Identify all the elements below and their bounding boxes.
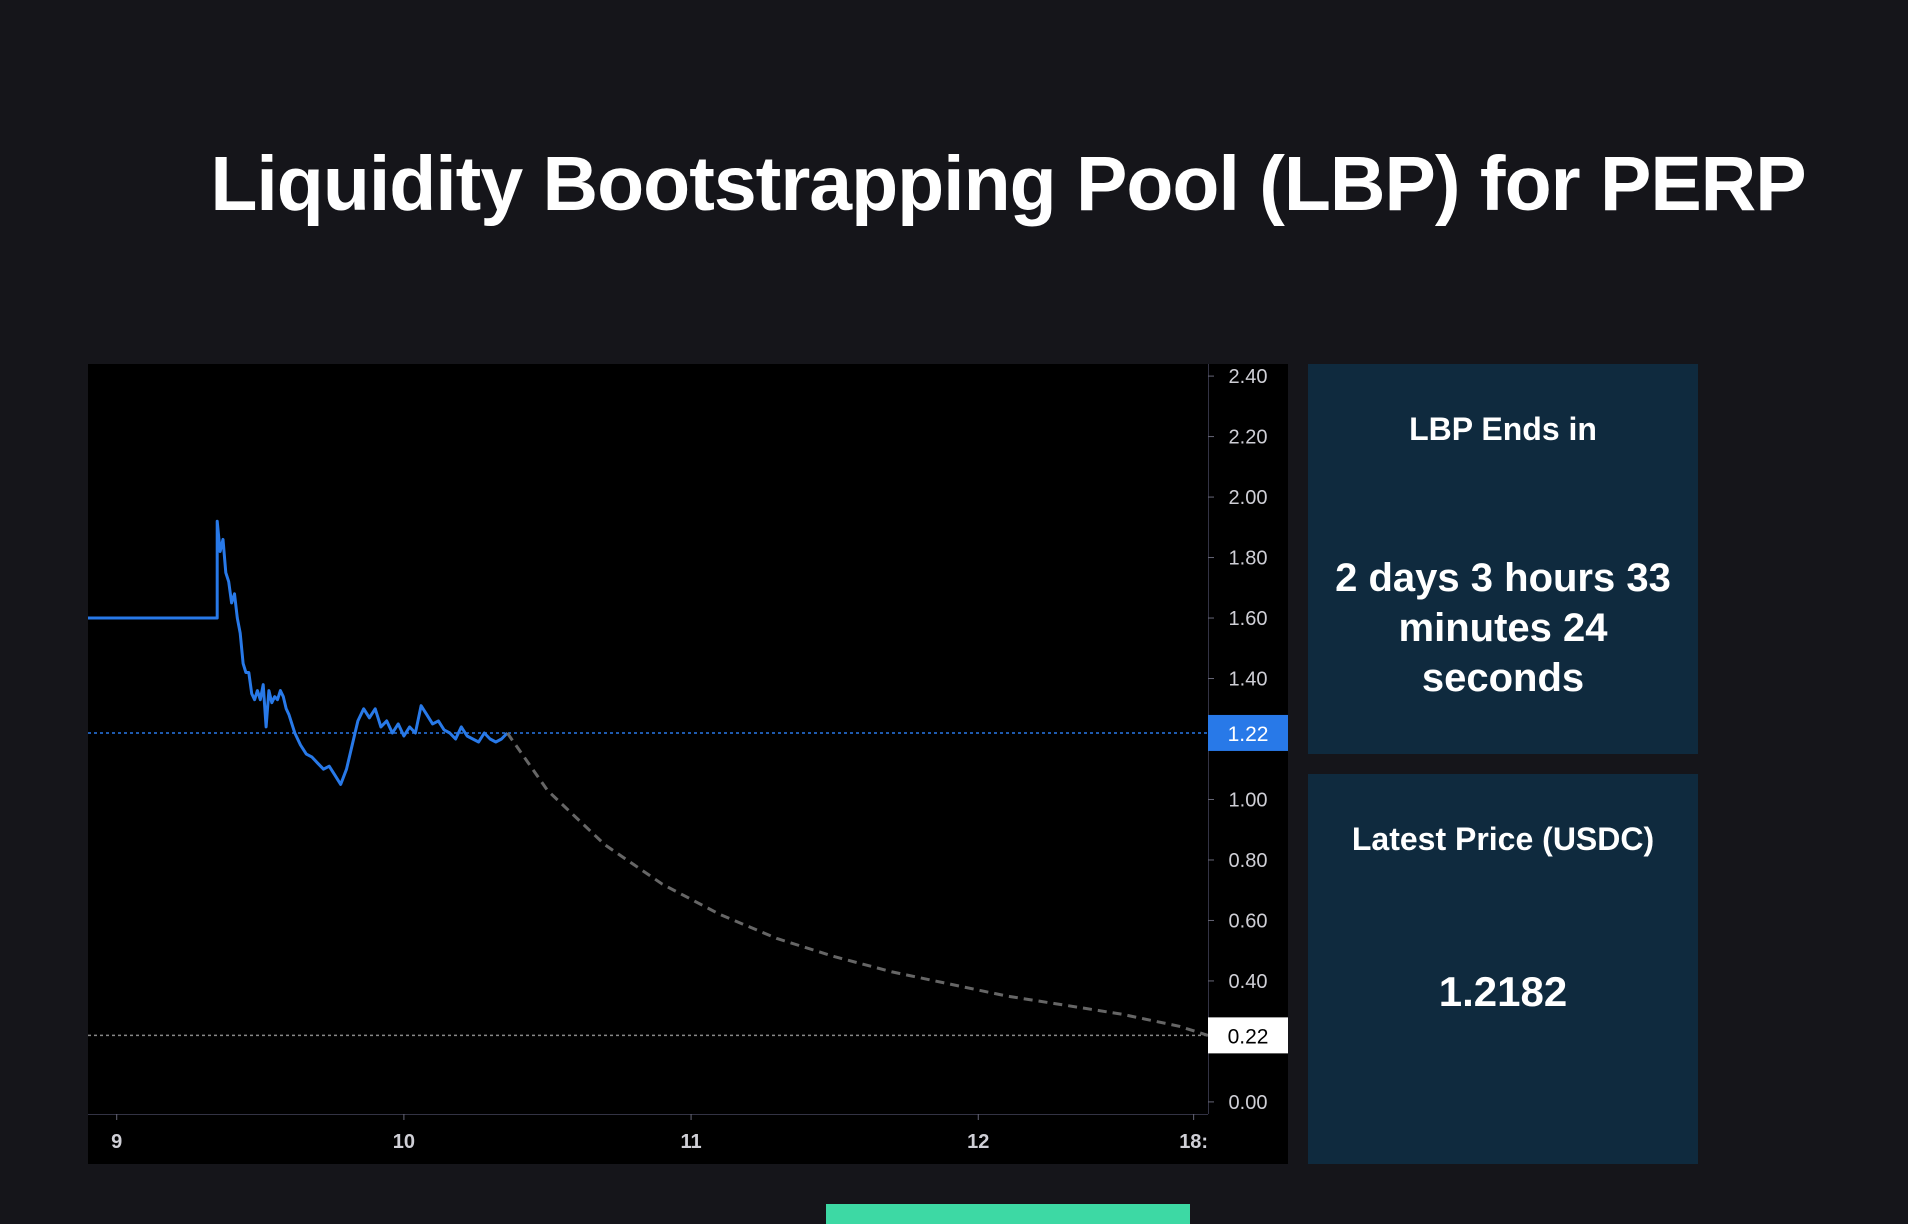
current-price-badge-label: 1.22	[1228, 723, 1269, 746]
y-tick-label: 1.00	[1229, 789, 1268, 811]
y-tick-label: 1.60	[1229, 608, 1268, 630]
x-tick-label: 11	[680, 1131, 701, 1153]
final-price-badge-label: 0.22	[1228, 1025, 1269, 1048]
countdown-value: 2 days 3 hours 33 minutes 24 seconds	[1335, 556, 1671, 700]
y-tick-label: 0.00	[1229, 1092, 1268, 1114]
price-series-line	[88, 519, 509, 786]
x-tick-label: 12	[967, 1131, 989, 1153]
y-tick-label: 0.80	[1229, 850, 1268, 872]
y-tick-label: 2.40	[1229, 366, 1268, 388]
price-chart[interactable]: 2.40 2.20 2.00 1.80 1.60 1.40 1.00 0.80 0.60 0.40…	[88, 364, 1288, 1164]
price-chart-svg[interactable]: 2.40 2.20 2.00 1.80 1.60 1.40 1.00 0.80 0.60 0.40…	[88, 364, 1288, 1164]
latest-price-title: Latest Price (USDC)	[1351, 821, 1655, 857]
page-title: Liquidity Bootstrapping Pool (LBP) for P…	[210, 141, 1806, 227]
action-button[interactable]	[826, 1204, 1190, 1224]
current-price-badge	[1208, 714, 1288, 751]
x-tick-label: 9	[111, 1131, 122, 1153]
projection-series-line	[506, 732, 1209, 1037]
y-tick-label: 2.00	[1229, 487, 1268, 509]
y-tick-label: 0.60	[1229, 910, 1268, 932]
y-tick-label: 1.40	[1229, 669, 1268, 691]
y-tick-label: 1.80	[1229, 548, 1268, 570]
final-price-badge	[1208, 1017, 1288, 1054]
x-tick-label: 10	[393, 1131, 415, 1153]
countdown-card: LBP Ends in 2 days 3 hours 33 minutes 24…	[1308, 364, 1698, 754]
countdown-title: LBP Ends in	[1409, 411, 1597, 447]
y-tick-label: 0.40	[1229, 971, 1268, 993]
y-tick-label: 2.20	[1229, 427, 1268, 449]
latest-price-value: 1.2182	[1438, 968, 1568, 1015]
x-tick-label: 18:	[1179, 1131, 1208, 1153]
latest-price-card: Latest Price (USDC) 1.2182	[1308, 774, 1698, 1164]
